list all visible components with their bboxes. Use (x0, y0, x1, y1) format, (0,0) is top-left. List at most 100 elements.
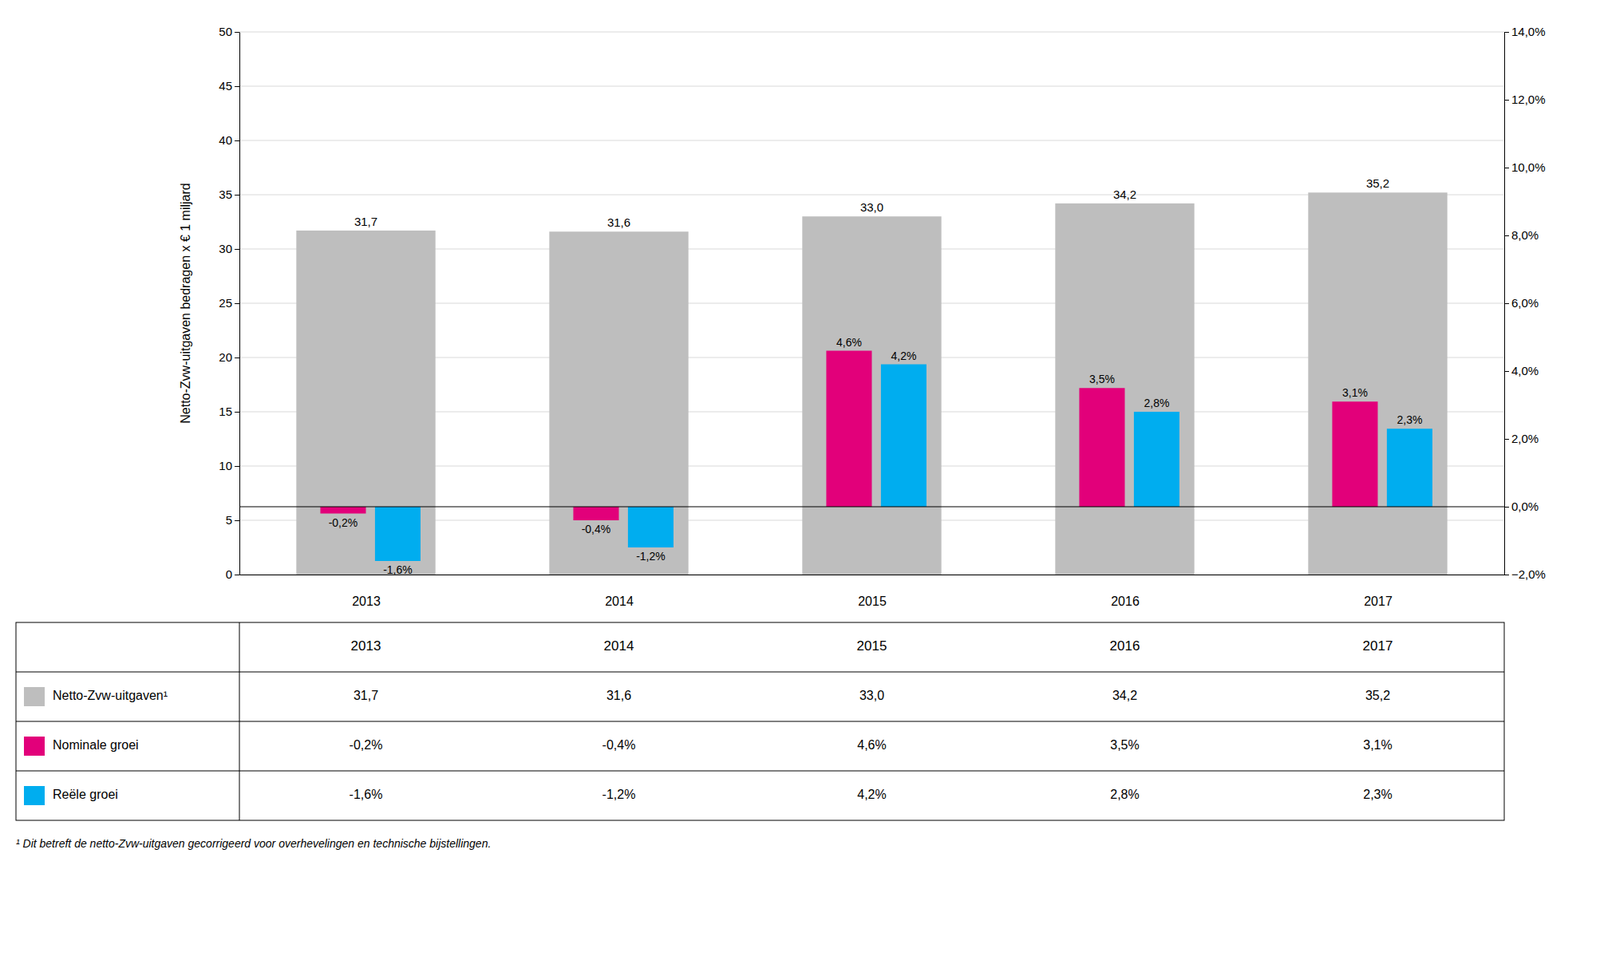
table: 20132014201520162017Netto-Zvw-uitgaven¹3… (15, 622, 1505, 821)
tick-mark (1504, 371, 1510, 372)
tick-mark (234, 574, 240, 576)
data-label: 31,7 (354, 214, 378, 229)
bar (296, 230, 435, 575)
table-value: 2,8% (1110, 787, 1139, 802)
bar (320, 506, 366, 514)
bar (1078, 387, 1125, 507)
table-header: 2017 (1362, 638, 1394, 654)
data-label: 3,1% (1342, 386, 1368, 400)
table-header: 2014 (604, 638, 635, 654)
tick-label: 2013 (351, 594, 381, 609)
tick-mark (234, 140, 240, 142)
tick-label: 12,0% (1511, 92, 1546, 107)
tick-mark (234, 466, 240, 467)
tick: 0,0% (1504, 499, 1539, 514)
bar (825, 351, 872, 508)
tick-mark (234, 520, 240, 522)
table-header: 2016 (1110, 638, 1141, 654)
tick: 20 (218, 350, 240, 364)
legend-swatch (23, 736, 45, 756)
table-value: 31,7 (353, 688, 379, 703)
data-label: -1,2% (636, 549, 666, 563)
tick: 5 (225, 513, 240, 527)
bar (1307, 192, 1447, 575)
bar (1331, 401, 1378, 507)
data-label: -0,4% (581, 522, 612, 536)
table-header: 2015 (857, 638, 888, 654)
tick-label: 6,0% (1511, 296, 1539, 310)
tick: 12,0% (1504, 92, 1546, 107)
table-header: 2013 (351, 638, 382, 654)
axis-title: Netto-Zvw-uitgaven bedragen x € 1 miljar… (178, 182, 193, 423)
tick: 35 (218, 187, 240, 202)
bar (628, 506, 674, 548)
tick-mark (1504, 235, 1510, 237)
table-value: 34,2 (1112, 688, 1138, 703)
data-labels: 31,731,633,034,235,2-0,2%-0,4%4,6%3,5%3,… (328, 176, 1423, 577)
table-value: 31,6 (606, 688, 632, 703)
tick-mark (234, 411, 240, 413)
tick: 10,0% (1504, 160, 1546, 174)
tick: 0 (225, 567, 240, 581)
tick: 45 (218, 79, 240, 93)
tick-mark (1504, 303, 1510, 305)
grid (239, 31, 1505, 575)
tick-label: 40 (218, 133, 233, 147)
table-border (15, 622, 1505, 821)
legend-label: Reële groei (52, 787, 119, 802)
tick-label: 2016 (1110, 594, 1140, 609)
table-value: -0,4% (602, 738, 637, 752)
tick: 15 (218, 404, 240, 419)
tick: 40 (218, 133, 240, 147)
tick: 10 (218, 458, 240, 473)
bar (375, 506, 421, 561)
tick: 2015 (857, 574, 887, 609)
legend-swatch (23, 687, 45, 707)
tick-label: 4,0% (1511, 363, 1539, 378)
bars (296, 192, 1447, 575)
tick: 14,0% (1504, 24, 1546, 39)
zero-line (239, 506, 1505, 508)
tick-mark (234, 357, 240, 359)
tick-label: 30 (218, 241, 233, 256)
tick: 30 (218, 241, 240, 256)
tick: 50 (218, 24, 240, 39)
bar (880, 364, 927, 508)
table-value: 4,6% (857, 738, 886, 752)
tick-mark (1504, 438, 1510, 440)
tick-mark (1504, 574, 1510, 576)
tick-mark (1504, 167, 1510, 169)
tick-label: 20 (218, 350, 233, 364)
data-label: 31,6 (607, 215, 631, 230)
data-label: 33,0 (860, 200, 884, 214)
footnote: ¹ Dit betreft de netto-Zvw-uitgaven geco… (15, 837, 491, 850)
tick-label: 25 (218, 296, 233, 310)
bar (1054, 203, 1194, 575)
tick-label: 10 (218, 458, 233, 473)
table-value: 2,3% (1362, 787, 1392, 802)
tick-label: 2015 (857, 594, 887, 609)
tick-label: 2017 (1363, 594, 1393, 609)
data-label: 3,5% (1089, 372, 1115, 386)
table-value: -1,2% (602, 787, 637, 802)
legend-swatch (23, 786, 45, 806)
tick: 2016 (1110, 574, 1140, 609)
tick-mark (234, 31, 240, 33)
grid-line (239, 140, 1505, 142)
table-value: 4,2% (857, 787, 886, 802)
data-label: 2,8% (1143, 396, 1170, 410)
tick-mark (234, 303, 240, 305)
tick: 2,0% (1504, 431, 1539, 446)
bar (801, 216, 941, 575)
tick-mark (234, 194, 240, 196)
tick-label: 35 (218, 187, 233, 202)
axis-line (239, 32, 241, 576)
axis: −2,0%0,0%2,0%4,0%6,0%8,0%10,0%12,0%14,0% (1504, 24, 1546, 581)
tick-label: 2,0% (1511, 431, 1539, 446)
table-value: 35,2 (1365, 688, 1391, 703)
data-label: 2,3% (1396, 413, 1423, 427)
tick-label: 15 (218, 404, 233, 419)
bar (549, 231, 688, 575)
tick-label: 0 (225, 567, 233, 581)
bar (1386, 428, 1433, 507)
